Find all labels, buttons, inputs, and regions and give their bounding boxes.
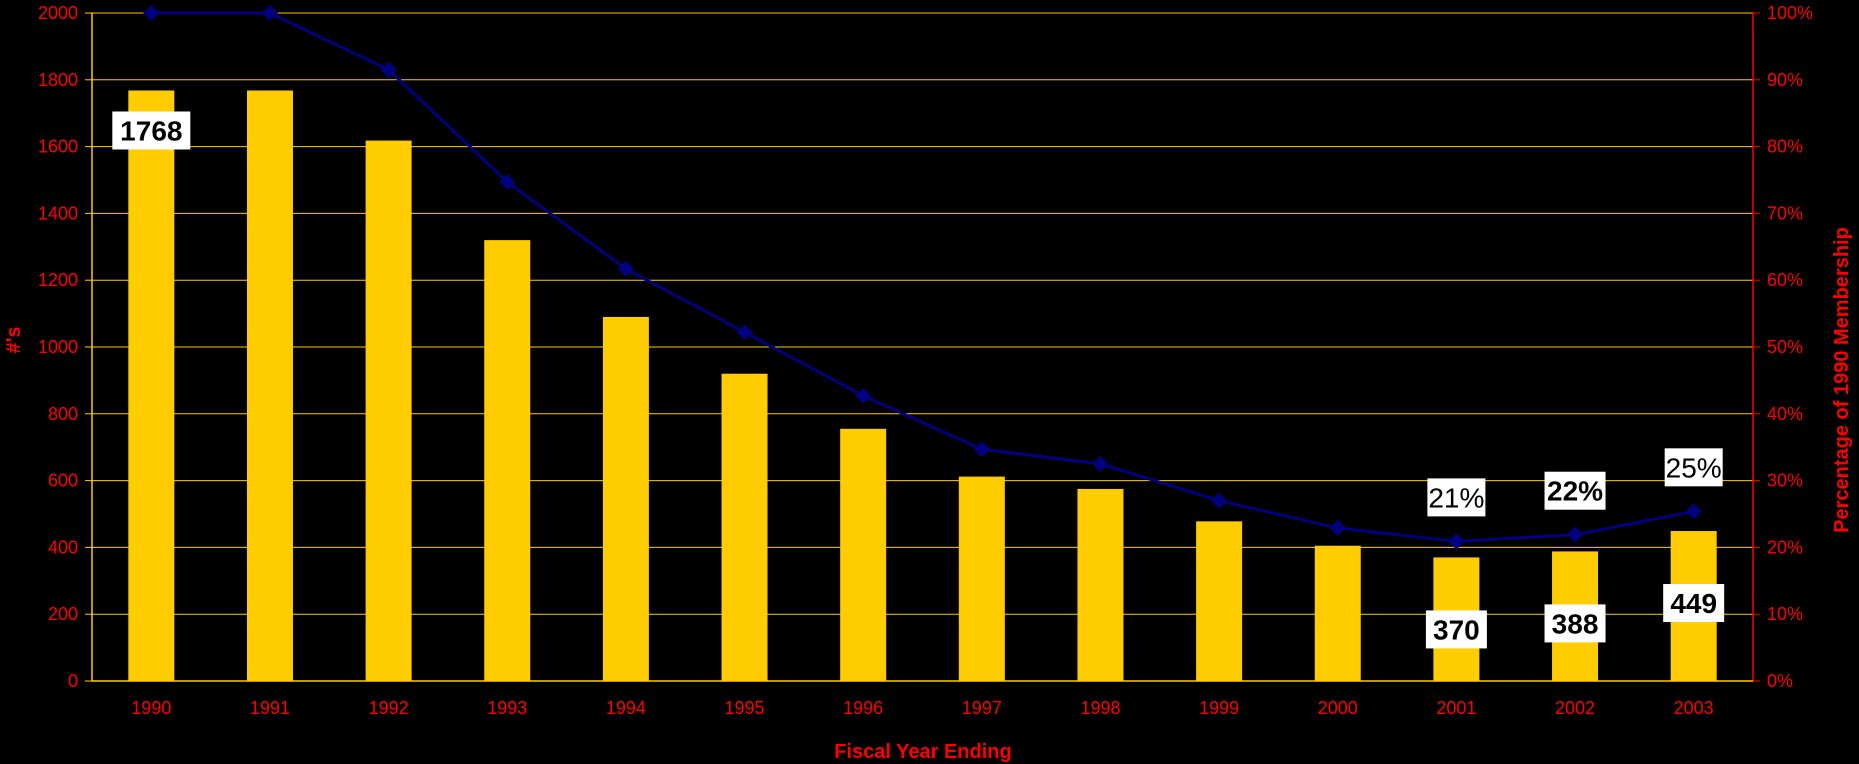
line-data-label-box [1427,478,1486,517]
bar-data-label: 449 [1663,584,1725,623]
bar [1077,488,1124,681]
x-tick-label: 1995 [725,698,765,718]
line-data-label: 25% [1664,448,1723,487]
x-tick-label: 1999 [1199,698,1239,718]
x-tick-label: 1991 [250,698,290,718]
bar-data-label-box [112,111,191,150]
bar-data-label-box [1663,584,1725,623]
bar [958,476,1005,681]
y-tick-label: 1400 [38,203,78,223]
y2-tick-label: 10% [1767,604,1803,624]
x-tick-label: 2001 [1436,698,1476,718]
bar-data-label-text: 449 [1670,588,1717,619]
x-tick-label: 1992 [369,698,409,718]
bar-data-label: 388 [1544,604,1606,643]
bar [840,428,887,681]
bar [246,90,293,682]
x-tick-label: 2002 [1555,698,1595,718]
bar [365,140,412,681]
bar-data-label: 1768 [112,111,191,150]
bar-data-label-box [1425,610,1487,649]
bar-data-label-box [1544,604,1606,643]
x-tick-label: 1997 [962,698,1002,718]
line-point [973,441,990,458]
y2-tick-label: 90% [1767,70,1803,90]
line-point [1685,503,1702,520]
y2-tick-label: 50% [1767,337,1803,357]
data-labels: 1768 370 388 449 21% 22% 25% [112,111,1725,649]
y-tick-label: 400 [48,537,78,557]
line-data-label-text: 21% [1428,482,1484,513]
y-axis-title: #'s [3,326,25,353]
y2-tick-label: 60% [1767,270,1803,290]
axes [85,12,1760,682]
y-tick-label: 2000 [38,3,78,23]
line-data-label-box [1544,471,1606,510]
line-point [1567,526,1584,543]
y2-tick-label: 30% [1767,471,1803,491]
line-point [617,260,634,277]
line-data-label: 21% [1427,478,1486,517]
y-tick-label: 800 [48,404,78,424]
bar-data-label-text: 388 [1552,608,1599,639]
bar [602,316,649,681]
line-data-label-text: 22% [1547,476,1603,507]
line-point [380,61,397,78]
y2-tick-label: 80% [1767,137,1803,157]
x-tick-label: 2003 [1674,698,1714,718]
y-tick-label: 0 [68,671,78,691]
bar-data-label-text: 1768 [120,115,182,146]
line-point [855,387,872,404]
y2-tick-label: 70% [1767,203,1803,223]
line-point [261,5,278,21]
tick-labels: 0 200 400 600 800 1000 1200 1400 1600 1800 2000 0% 1… [38,3,1813,718]
bar [1196,521,1243,681]
bar-series [128,90,1717,682]
y2-tick-label: 0% [1767,671,1793,691]
line-point [1211,492,1228,509]
x-axis-title: Fiscal Year Ending [834,741,1011,763]
bar [721,373,768,681]
line-point [143,5,160,21]
bar-data-label-text: 370 [1433,614,1480,645]
bar-data-label: 370 [1425,610,1487,649]
x-tick-label: 2000 [1318,698,1358,718]
x-tick-label: 1990 [131,698,171,718]
line-point [736,324,753,341]
bar [1314,545,1361,681]
y-tick-label: 1200 [38,270,78,290]
x-tick-label: 1994 [606,698,646,718]
y-tick-label: 1800 [38,70,78,90]
bar [128,90,175,682]
line-series [143,5,1702,550]
line-point [499,174,516,191]
x-tick-label: 1993 [487,698,527,718]
y2-tick-label: 100% [1767,3,1813,23]
line-data-label-box [1664,448,1723,487]
y-tick-label: 1600 [38,137,78,157]
line-point [1448,533,1465,550]
bar [484,240,531,681]
y2-axis-title: Percentage of 1990 Membership [1831,227,1853,533]
line-data-label: 22% [1544,471,1606,510]
line-point [1329,520,1346,537]
y2-tick-label: 40% [1767,404,1803,424]
line-point [1092,455,1109,472]
y2-tick-label: 20% [1767,537,1803,557]
y-tick-label: 1000 [38,337,78,357]
line-data-label-text: 25% [1666,452,1722,483]
x-tick-label: 1996 [843,698,883,718]
x-tick-label: 1998 [1080,698,1120,718]
series-line [151,11,1694,543]
y-tick-label: 200 [48,604,78,624]
y-tick-label: 600 [48,471,78,491]
